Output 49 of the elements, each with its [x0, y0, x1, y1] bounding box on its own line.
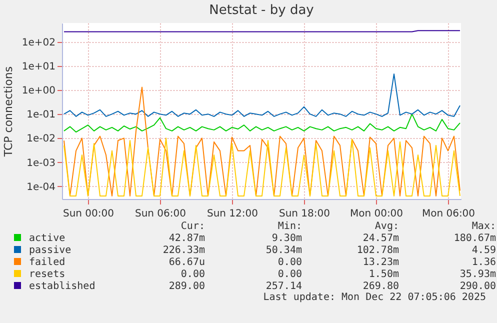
- x-tick-label: Mon 06:00: [422, 208, 476, 220]
- text: 1.50m: [368, 269, 399, 281]
- text: Last update: Mon Dec 22 07:05:06 2025: [263, 292, 486, 303]
- x-tick-label: Sun 18:00: [278, 208, 330, 220]
- text: 0.00: [276, 257, 302, 269]
- legend-label: failed: [29, 257, 66, 268]
- x-tick-label: Sun 06:00: [134, 208, 186, 220]
- y-tick-label: 1e+02: [22, 37, 56, 48]
- text: Min:: [276, 221, 302, 233]
- text: 42.87m: [168, 233, 205, 245]
- y-tick-label: 1e-02: [26, 134, 56, 145]
- text: 24.57m: [362, 233, 399, 245]
- legend-label: established: [29, 281, 96, 292]
- legend-label: passive: [29, 245, 72, 256]
- text: 1.36: [470, 257, 496, 269]
- x-tick-label: Sun 00:00: [62, 208, 114, 220]
- text: Cur:: [180, 221, 205, 233]
- line-series: [64, 114, 460, 133]
- text: 257.14: [264, 281, 302, 292]
- y-tick-label: 1e-03: [26, 158, 56, 169]
- text: Max:: [470, 221, 496, 233]
- line-series: [64, 138, 460, 196]
- text: 269.80: [362, 281, 399, 292]
- text: 180.67m: [452, 233, 496, 245]
- text: Avg:: [374, 221, 399, 233]
- legend-label: active: [29, 233, 66, 244]
- text: 226.33m: [162, 245, 205, 257]
- text: 9.30m: [270, 233, 302, 245]
- text: 102.78m: [356, 245, 399, 257]
- line-series: [64, 74, 460, 117]
- text: 0.00: [276, 269, 302, 281]
- text: 13.23m: [362, 257, 399, 269]
- y-tick-label: 1e-01: [26, 110, 56, 121]
- chart-title: Netstat - by day: [209, 3, 314, 18]
- line-series: [64, 86, 460, 196]
- y-axis-title: TCP connections: [2, 66, 15, 158]
- y-tick-label: 1e-04: [26, 182, 56, 193]
- text: 0.00: [180, 269, 205, 281]
- x-tick-label: Mon 00:00: [350, 208, 404, 220]
- x-tick-label: Sun 12:00: [206, 208, 258, 220]
- text: 35.93m: [458, 269, 496, 281]
- text: 290.00: [458, 281, 496, 292]
- legend-label: resets: [29, 269, 66, 280]
- text: 66.67u: [168, 257, 205, 269]
- text: 4.59: [470, 245, 496, 257]
- text: 50.34m: [264, 245, 302, 257]
- y-tick-label: 1e+00: [22, 85, 56, 96]
- text: 289.00: [168, 281, 205, 293]
- y-tick-label: 1e+01: [22, 61, 56, 72]
